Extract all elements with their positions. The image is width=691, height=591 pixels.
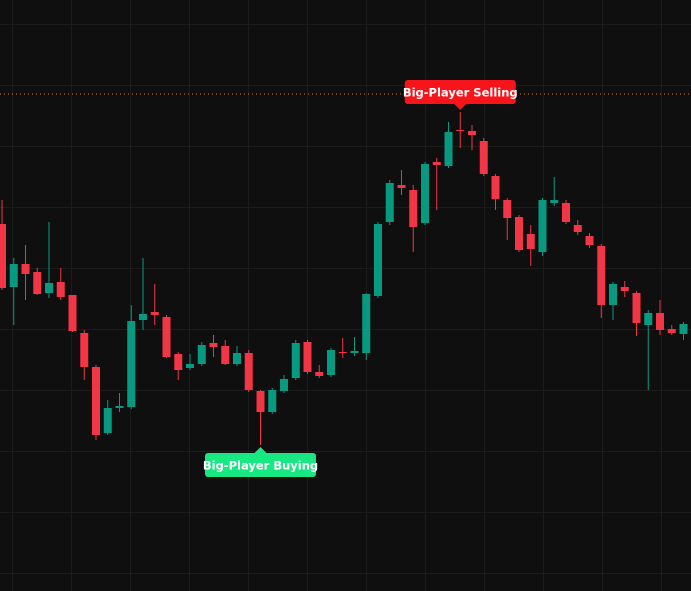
candle-body xyxy=(162,317,171,357)
candle-body xyxy=(468,131,476,135)
candle-body xyxy=(244,353,253,390)
candle-body xyxy=(45,283,53,293)
candle-body xyxy=(667,329,676,333)
candle-body xyxy=(350,351,359,353)
candle-body xyxy=(491,176,500,199)
candle-body xyxy=(221,346,230,364)
candle-body xyxy=(456,130,465,131)
annotation-pointer xyxy=(254,447,267,453)
candle-body xyxy=(92,367,100,435)
candle-body xyxy=(315,372,324,376)
candle-body xyxy=(327,350,335,375)
candle-body xyxy=(432,162,441,165)
candle-body xyxy=(150,312,159,315)
annotation-box xyxy=(205,453,316,477)
candle-body xyxy=(444,132,453,166)
candle-body xyxy=(385,183,394,222)
candle-body xyxy=(174,354,183,370)
candle-body xyxy=(397,185,406,188)
candle-body xyxy=(68,295,77,331)
candle-body xyxy=(115,406,124,408)
candle-body xyxy=(103,408,112,433)
candle-body xyxy=(0,224,6,288)
candle-body xyxy=(338,352,347,353)
candle-body xyxy=(562,203,570,222)
candle-body xyxy=(374,224,382,296)
candle-body xyxy=(644,313,653,325)
candle-body xyxy=(409,190,418,227)
candle-body xyxy=(503,200,512,218)
candle-body xyxy=(597,246,606,305)
candle-body xyxy=(609,284,617,305)
candle-body xyxy=(186,364,194,368)
candle-body xyxy=(127,321,136,407)
candle-body xyxy=(656,313,664,330)
candle-body xyxy=(21,264,30,274)
candle-body xyxy=(515,217,523,250)
candle-body xyxy=(362,294,371,353)
candle-body xyxy=(197,345,206,364)
annotation-label: Big-Player Buying xyxy=(203,459,318,473)
candle-body xyxy=(56,282,65,297)
candle-body xyxy=(538,200,547,252)
candle-body xyxy=(233,353,241,364)
candle-body xyxy=(573,225,582,232)
candle-body xyxy=(268,390,277,412)
candle-body xyxy=(585,236,594,245)
annotation-label: Big-Player Selling xyxy=(403,86,518,100)
candle-body xyxy=(526,234,535,249)
annotation-pointer xyxy=(454,104,467,110)
candle-body xyxy=(632,293,641,323)
candle-body xyxy=(550,200,559,203)
candle-body xyxy=(209,343,218,347)
candle-body xyxy=(679,324,688,334)
candle-body xyxy=(80,333,89,367)
candle-body xyxy=(479,141,488,174)
candle-body xyxy=(139,314,147,320)
candle-body xyxy=(280,379,288,391)
candle-body xyxy=(620,287,629,291)
annotation-box xyxy=(404,80,516,104)
candle-body xyxy=(256,391,265,412)
candle-body xyxy=(303,342,312,372)
candle-body xyxy=(421,164,429,223)
candle-body xyxy=(291,343,300,378)
candle-body xyxy=(9,264,18,287)
candle-body xyxy=(33,272,42,294)
